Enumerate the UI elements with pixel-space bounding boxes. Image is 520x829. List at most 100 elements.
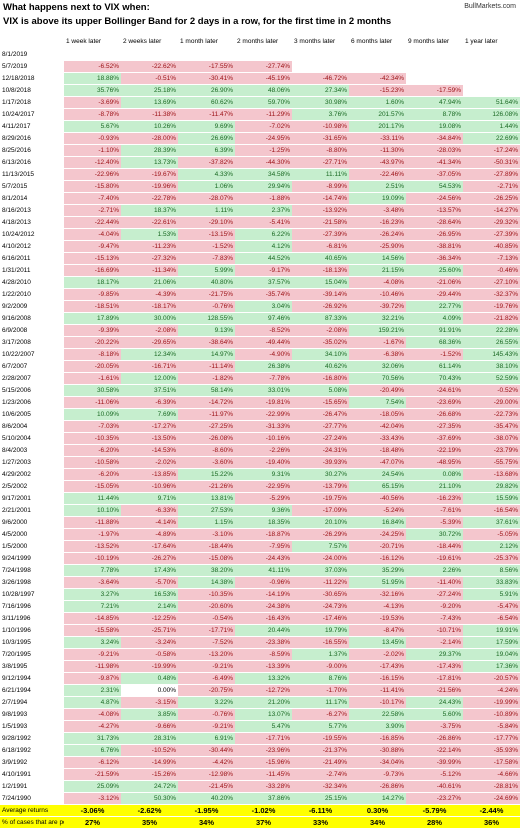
return-cell: -26.29% <box>292 528 349 541</box>
summary-value: 33% <box>292 816 349 829</box>
return-cell: -17.43% <box>349 660 406 673</box>
return-cell: -42.34% <box>349 72 406 85</box>
row-date: 3/26/1998 <box>0 576 64 589</box>
return-cell: -20.05% <box>64 360 121 373</box>
return-cell: -19.61% <box>406 552 463 565</box>
return-cell: 20.44% <box>235 624 292 637</box>
column-header: 3 months later <box>292 34 349 49</box>
return-cell: -21.26% <box>178 480 235 493</box>
table-row: 3/8/1995 -11.98% -19.99% -9.21% -13.39% -9.00… <box>0 660 520 673</box>
return-cell <box>463 60 520 73</box>
return-cell: -35.74% <box>235 288 292 301</box>
return-cell: 15.59% <box>463 492 520 505</box>
return-cell: -17.71% <box>235 732 292 745</box>
return-cell: -10.96% <box>121 480 178 493</box>
return-cell: 21.06% <box>121 276 178 289</box>
return-cell: -6.39% <box>121 396 178 409</box>
return-cell: 38.20% <box>178 564 235 577</box>
return-cell: -23.96% <box>235 744 292 757</box>
return-cell: -22.96% <box>64 168 121 181</box>
return-cell: 7.21% <box>64 600 121 613</box>
chart-title: What happens next to VIX when: <box>3 2 150 13</box>
return-cell: -18.44% <box>178 540 235 553</box>
row-date: 8/16/2013 <box>0 204 64 217</box>
table-row: 10/3/1995 3.24% -3.24% -7.52% -23.38% -16.55%… <box>0 636 520 649</box>
return-cell: -22.44% <box>64 216 121 229</box>
return-cell: -22.14% <box>406 744 463 757</box>
return-cell: -10.98% <box>292 120 349 133</box>
summary-value: -2.44% <box>463 804 520 817</box>
return-cell: -19.53% <box>349 612 406 625</box>
return-cell: -9.21% <box>64 648 121 661</box>
return-cell: -27.25% <box>178 420 235 433</box>
return-cell: -5.24% <box>349 504 406 517</box>
row-date: 1/27/2003 <box>0 456 64 469</box>
return-cell: 26.69% <box>178 132 235 145</box>
return-cell <box>178 48 235 61</box>
return-cell: 70.56% <box>349 372 406 385</box>
return-cell <box>292 48 349 61</box>
return-cell: -23.69% <box>406 396 463 409</box>
return-cell: -11.47% <box>178 108 235 121</box>
return-cell: -24.25% <box>349 528 406 541</box>
return-cell: -8.52% <box>235 324 292 337</box>
return-cell: -21.37% <box>292 744 349 757</box>
return-cell: -21.75% <box>178 288 235 301</box>
return-cell: -0.76% <box>178 708 235 721</box>
return-cell: 13.73% <box>121 156 178 169</box>
row-date: 10/6/2005 <box>0 408 64 421</box>
return-cell: -4.42% <box>178 756 235 769</box>
return-cell: 19.79% <box>292 624 349 637</box>
table-row: 4/11/2017 5.67% 10.26% 9.69% -7.02% -10.98% 20… <box>0 120 520 133</box>
return-cell: -11.45% <box>235 768 292 781</box>
return-cell: -19.76% <box>463 300 520 313</box>
return-cell: -13.39% <box>235 660 292 673</box>
return-cell: -15.05% <box>64 480 121 493</box>
return-cell: -27.89% <box>463 168 520 181</box>
return-cell: -38.81% <box>406 240 463 253</box>
return-cell: 3.27% <box>64 588 121 601</box>
return-cell: 8.76% <box>292 672 349 685</box>
return-cell: 34.10% <box>292 348 349 361</box>
return-cell: -18.51% <box>64 300 121 313</box>
return-cell: 2.12% <box>463 540 520 553</box>
return-cell: -17.24% <box>463 144 520 157</box>
table-row: 9/2/2009 -18.51% -18.17% -0.76% 3.04% -26.92%… <box>0 300 520 313</box>
row-date: 6/7/2007 <box>0 360 64 373</box>
return-cell: 40.20% <box>178 792 235 805</box>
return-cell: 19.09% <box>349 192 406 205</box>
return-cell: -15.23% <box>349 84 406 97</box>
return-cell: 18.35% <box>235 516 292 529</box>
column-header: 2 weeks later <box>121 34 178 49</box>
return-cell: -2.02% <box>349 648 406 661</box>
table-row: 10/22/2007 -8.18% 12.34% 14.97% -4.90% 34.10%… <box>0 348 520 361</box>
return-cell <box>121 48 178 61</box>
return-cell: -0.76% <box>178 300 235 313</box>
chart-subtitle: VIX is above its upper Bollinger Band fo… <box>3 16 392 27</box>
table-row: 7/20/1995 -9.21% -0.58% -13.20% -8.59% 1.37% -… <box>0 648 520 661</box>
return-cell: 22.69% <box>463 132 520 145</box>
summary-row: % of cases that are positive27%35%34%37%… <box>0 816 520 829</box>
return-cell: -26.86% <box>406 732 463 745</box>
return-cell: -31.33% <box>235 420 292 433</box>
return-cell: 5.91% <box>463 588 520 601</box>
return-cell: 38.10% <box>463 360 520 373</box>
return-cell: 58.14% <box>178 384 235 397</box>
return-cell: -44.30% <box>235 156 292 169</box>
return-cell: 28.31% <box>121 732 178 745</box>
return-cell: 52.59% <box>463 372 520 385</box>
return-cell: -6.49% <box>178 672 235 685</box>
return-cell: -27.24% <box>406 588 463 601</box>
return-cell: 4.09% <box>406 312 463 325</box>
row-date: 6/13/2016 <box>0 156 64 169</box>
return-cell: 14.56% <box>349 252 406 265</box>
return-cell: -13.68% <box>463 468 520 481</box>
return-cell: 44.52% <box>235 252 292 265</box>
return-cell: -22.95% <box>235 480 292 493</box>
row-date: 7/24/1990 <box>0 792 64 805</box>
return-cell: -22.61% <box>121 216 178 229</box>
return-cell <box>406 72 463 85</box>
return-cell: -23.38% <box>235 636 292 649</box>
return-cell: -5.39% <box>406 516 463 529</box>
return-cell: -22.46% <box>349 168 406 181</box>
